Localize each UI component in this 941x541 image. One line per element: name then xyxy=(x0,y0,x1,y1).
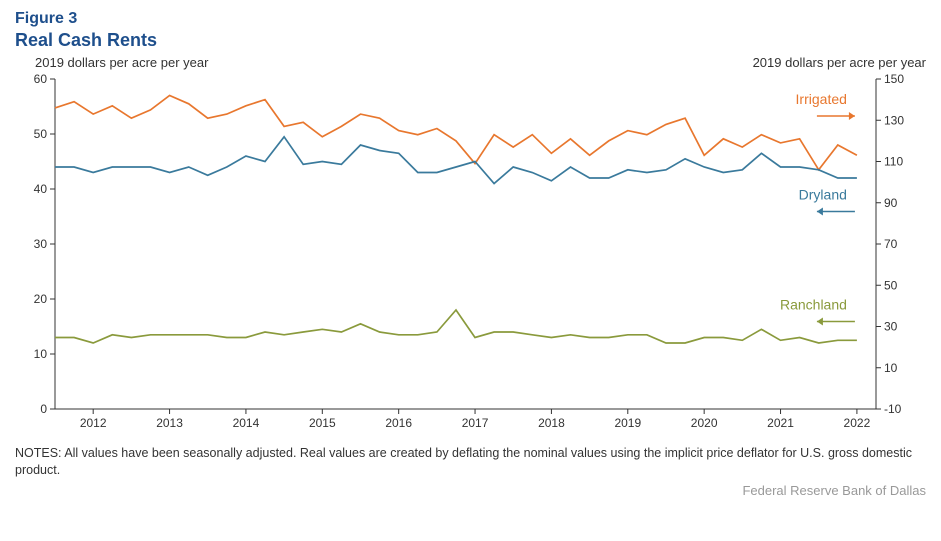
y-axis-label-left: 2019 dollars per acre per year xyxy=(35,55,208,70)
svg-text:2021: 2021 xyxy=(767,416,794,430)
svg-text:10: 10 xyxy=(884,361,898,375)
svg-text:40: 40 xyxy=(34,182,48,196)
y-axis-label-right: 2019 dollars per acre per year xyxy=(753,55,926,70)
svg-text:-10: -10 xyxy=(884,402,902,416)
series-label-irrigated: Irrigated xyxy=(796,91,847,107)
line-chart: 0 10 20 30 40 50 60 -10 10 30 50 70 90 110 130 150 2012 2… xyxy=(15,59,926,439)
svg-text:2018: 2018 xyxy=(538,416,565,430)
series-label-ranchland: Ranchland xyxy=(780,297,847,313)
series-irrigated xyxy=(55,96,857,170)
svg-text:150: 150 xyxy=(884,72,904,86)
svg-text:110: 110 xyxy=(884,155,903,169)
chart-container: Figure 3 Real Cash Rents 2019 dollars pe… xyxy=(0,0,941,541)
svg-text:2013: 2013 xyxy=(156,416,183,430)
svg-text:2022: 2022 xyxy=(844,416,871,430)
svg-text:10: 10 xyxy=(34,347,48,361)
svg-text:2012: 2012 xyxy=(80,416,107,430)
svg-text:0: 0 xyxy=(40,402,47,416)
svg-text:20: 20 xyxy=(34,292,48,306)
svg-text:30: 30 xyxy=(884,320,898,334)
svg-text:2014: 2014 xyxy=(233,416,260,430)
svg-text:2017: 2017 xyxy=(462,416,489,430)
chart-source: Federal Reserve Bank of Dallas xyxy=(15,483,926,498)
svg-text:50: 50 xyxy=(884,278,898,292)
svg-text:2019: 2019 xyxy=(614,416,641,430)
series-label-dryland: Dryland xyxy=(799,187,847,203)
svg-text:2020: 2020 xyxy=(691,416,718,430)
svg-text:70: 70 xyxy=(884,237,898,251)
series-ranchland xyxy=(55,310,857,343)
svg-text:2015: 2015 xyxy=(309,416,336,430)
svg-text:60: 60 xyxy=(34,72,48,86)
svg-text:30: 30 xyxy=(34,237,48,251)
svg-text:2016: 2016 xyxy=(385,416,412,430)
svg-text:130: 130 xyxy=(884,113,904,127)
figure-number: Figure 3 xyxy=(15,10,926,28)
svg-text:90: 90 xyxy=(884,196,898,210)
figure-title: Real Cash Rents xyxy=(15,30,926,51)
svg-text:50: 50 xyxy=(34,127,48,141)
chart-notes: NOTES: All values have been seasonally a… xyxy=(15,445,926,479)
